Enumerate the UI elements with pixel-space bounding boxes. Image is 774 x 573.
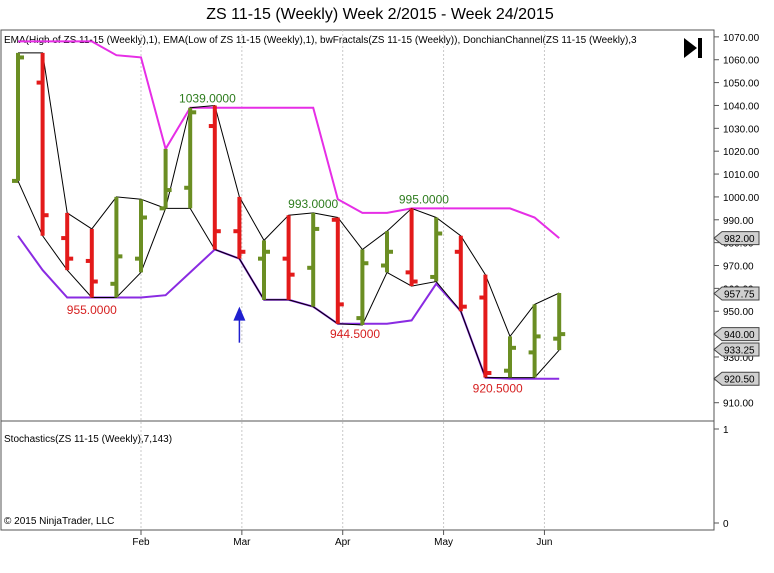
lower-panel-label: Stochastics(ZS 11-15 (Weekly),7,143) xyxy=(4,434,172,445)
price-annotation: 955.0000 xyxy=(67,303,117,317)
price-marker xyxy=(713,342,760,357)
y-tick-label: 930.00 xyxy=(723,353,754,364)
lower-y-tick-label: 0 xyxy=(723,519,729,530)
price-marker xyxy=(713,371,760,386)
lower-y-axis: 01 xyxy=(714,425,729,530)
play-end-icon xyxy=(684,38,697,58)
annotations: 1039.0000 955.0000 993.0000 944.5000 995.000… xyxy=(67,92,523,396)
chart-title: ZS 11-15 (Weekly) Week 2/2015 - Week 24/… xyxy=(206,6,554,23)
y-tick-label: 910.00 xyxy=(723,399,754,410)
y-tick-label: 1030.00 xyxy=(723,124,760,135)
price-marker-label: 933.25 xyxy=(724,346,755,357)
y-tick-label: 1000.00 xyxy=(723,193,760,204)
y-tick-label: 1050.00 xyxy=(723,79,760,90)
price-marker-label: 940.00 xyxy=(724,330,755,341)
x-tick-label: Feb xyxy=(132,537,150,548)
y-tick-label: 1040.00 xyxy=(723,101,760,112)
price-annotation: 1039.0000 xyxy=(179,92,236,106)
price-marker xyxy=(713,231,760,246)
x-tick-label: Mar xyxy=(233,537,251,548)
up-arrow-icon xyxy=(233,306,246,321)
price-marker-label: 957.75 xyxy=(724,290,755,301)
price-annotation: 920.5000 xyxy=(473,382,523,396)
copyright: © 2015 NinjaTrader, LLC xyxy=(4,516,114,527)
y-tick-label: 990.00 xyxy=(723,216,754,227)
price-marker xyxy=(713,327,760,342)
y-tick-label: 1060.00 xyxy=(723,56,760,67)
y-tick-label: 1010.00 xyxy=(723,170,760,181)
x-tick-label: May xyxy=(434,537,453,548)
price-bars xyxy=(12,52,566,378)
donchian-upper-line xyxy=(18,40,560,239)
y-tick-label: 1020.00 xyxy=(723,147,760,158)
y-tick-label: 970.00 xyxy=(723,262,754,273)
right-price-markers: 982.00 957.75 940.00 933.25 920.50 xyxy=(713,231,760,386)
x-axis: Feb Mar Apr May Jun xyxy=(132,30,553,548)
price-annotation: 944.5000 xyxy=(330,327,380,341)
scroll-to-end-button[interactable] xyxy=(684,38,702,58)
x-tick-label: Apr xyxy=(335,537,351,548)
price-marker xyxy=(713,286,760,301)
price-marker-label: 920.50 xyxy=(724,375,755,386)
price-annotation: 995.0000 xyxy=(399,192,449,206)
y-tick-label: 1070.00 xyxy=(723,33,760,44)
x-tick-label: Jun xyxy=(536,537,552,548)
price-annotation: 993.0000 xyxy=(288,197,338,211)
price-marker-label: 982.00 xyxy=(724,234,755,245)
indicator-label: EMA(High of ZS 11-15 (Weekly),1), EMA(Lo… xyxy=(4,35,637,46)
play-end-bar-icon xyxy=(698,38,702,58)
fractal-high-line xyxy=(18,52,560,338)
lower-y-tick-label: 1 xyxy=(723,425,729,436)
y-tick-label: 950.00 xyxy=(723,307,754,318)
